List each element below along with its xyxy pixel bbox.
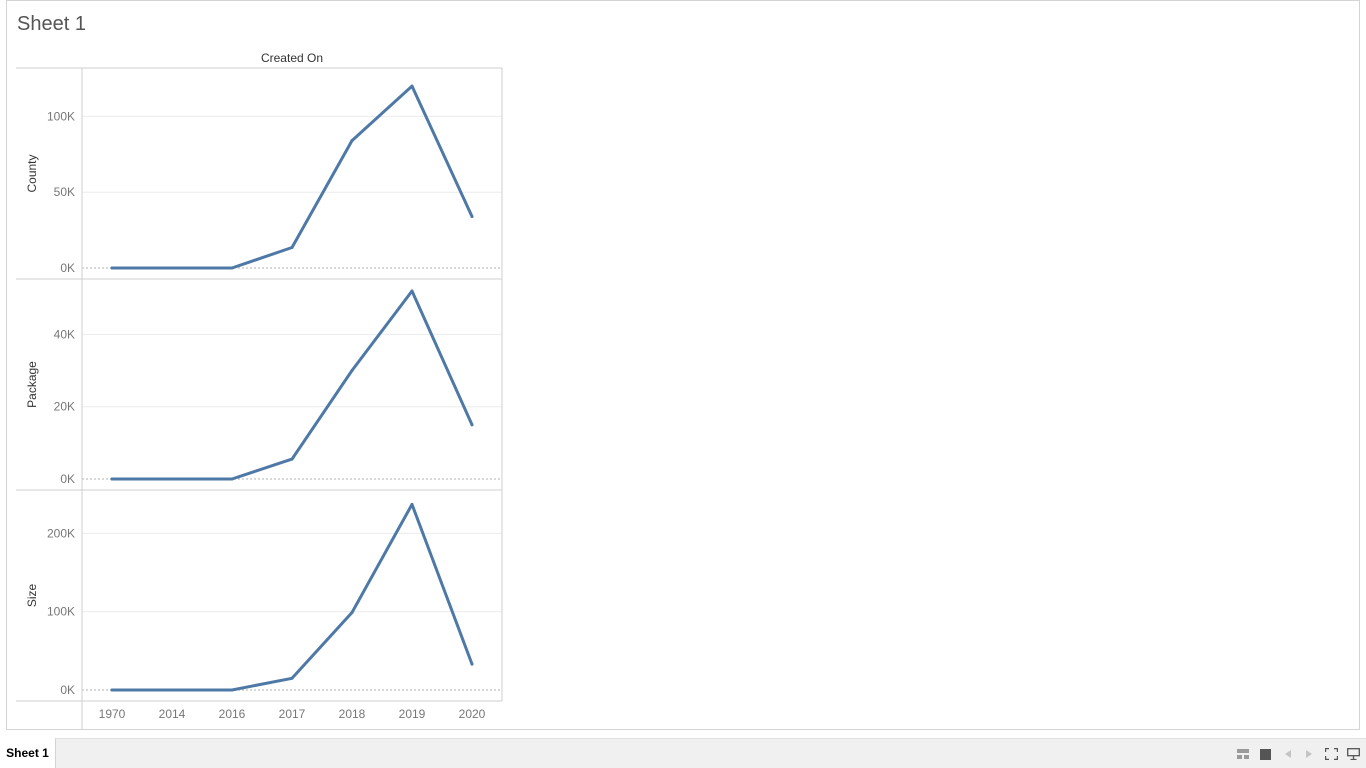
x-tick-label: 2019 — [399, 707, 426, 721]
data-point — [470, 214, 474, 218]
x-tick-label: 2020 — [459, 707, 486, 721]
sheet-title: Sheet 1 — [17, 13, 86, 35]
data-point — [410, 289, 414, 293]
data-point — [110, 688, 114, 692]
show-sheets-as-thumbnails-icon[interactable] — [1236, 748, 1250, 760]
data-point — [290, 246, 294, 250]
series-line-size — [110, 502, 474, 692]
y-tick-label: 0K — [60, 683, 75, 697]
y-tick-label: 20K — [54, 400, 75, 414]
x-tick-label: 2016 — [219, 707, 246, 721]
data-point — [290, 457, 294, 461]
tab-sheet-1[interactable]: Sheet 1 — [0, 738, 56, 768]
data-point — [170, 266, 174, 270]
line-chart[interactable]: 0K 50K 100K County 0K 20K 40K Package 0K 100K 200K… — [0, 0, 1366, 738]
data-point — [290, 676, 294, 680]
column-header-created-on: Created On — [260, 51, 324, 65]
data-point — [110, 477, 114, 481]
show-filmstrip-icon[interactable] — [1258, 748, 1272, 760]
data-point — [350, 139, 354, 143]
y-tick-label: 50K — [54, 185, 75, 199]
y-tick-label: 40K — [54, 327, 75, 341]
data-point — [230, 688, 234, 692]
series-line-package — [110, 289, 474, 481]
x-tick-label: 2018 — [339, 707, 366, 721]
data-point — [410, 502, 414, 506]
data-point — [230, 477, 234, 481]
y-tick-label: 200K — [47, 526, 75, 540]
viz-canvas — [6, 0, 1360, 730]
fit-to-window-icon[interactable] — [1324, 748, 1338, 760]
sheet-tab-bar: Sheet 1 — [0, 738, 1366, 768]
data-point — [170, 477, 174, 481]
data-point — [470, 423, 474, 427]
y-axis-label: Size — [25, 584, 39, 608]
data-point — [470, 662, 474, 666]
data-point — [110, 266, 114, 270]
data-point — [350, 610, 354, 614]
data-point — [170, 688, 174, 692]
y-axis-label: Package — [25, 361, 39, 408]
series-line-county — [110, 84, 474, 270]
y-tick-label: 100K — [47, 605, 75, 619]
previous-sheet-icon[interactable] — [1281, 748, 1295, 760]
data-point — [410, 84, 414, 88]
next-sheet-icon[interactable] — [1302, 748, 1316, 760]
x-tick-label: 2017 — [279, 707, 306, 721]
data-point — [350, 369, 354, 373]
presentation-mode-icon[interactable] — [1346, 748, 1360, 760]
data-point — [230, 266, 234, 270]
y-axis-label: County — [25, 154, 39, 192]
y-tick-label: 0K — [60, 472, 75, 486]
y-tick-label: 0K — [60, 261, 75, 275]
y-tick-label: 100K — [47, 109, 75, 123]
x-tick-label: 1970 — [99, 707, 126, 721]
x-tick-label: 2014 — [159, 707, 186, 721]
